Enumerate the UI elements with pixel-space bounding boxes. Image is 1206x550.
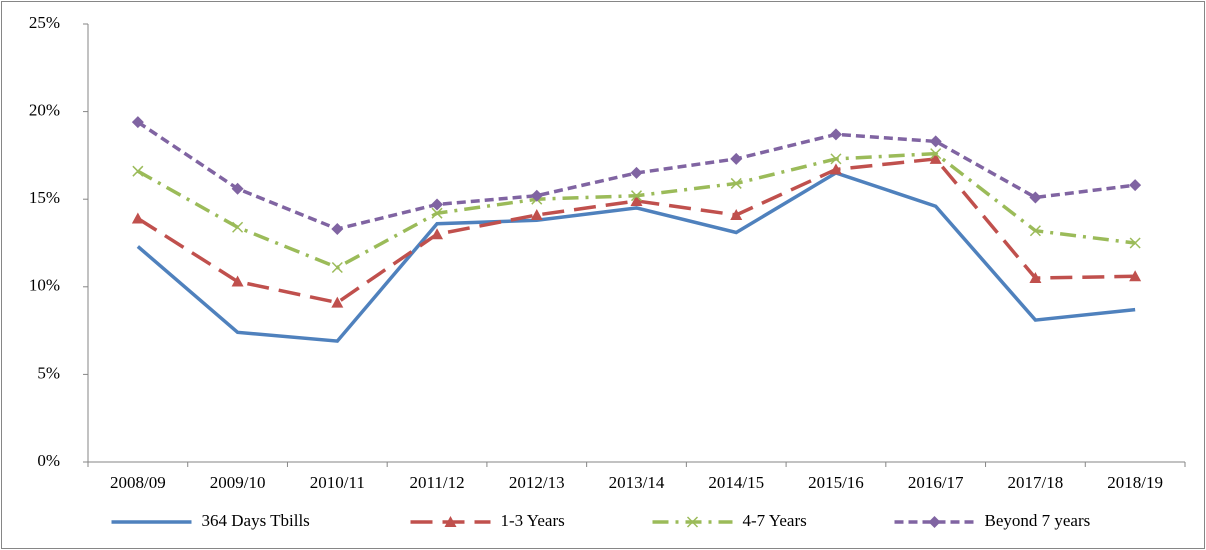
x-tick-label: 2010/11 — [310, 473, 365, 492]
marker — [630, 190, 643, 202]
marker — [829, 128, 842, 141]
marker — [630, 194, 643, 206]
x-tick-label: 2012/13 — [509, 473, 565, 492]
legend-label: 364 Days Tbills — [202, 511, 310, 530]
x-tick-label: 2013/14 — [609, 473, 665, 492]
marker — [730, 152, 743, 165]
y-tick-label: 20% — [29, 101, 60, 120]
x-tick-label: 2009/10 — [210, 473, 266, 492]
legend-marker — [686, 516, 699, 528]
marker — [929, 152, 942, 164]
x-tick-label: 2014/15 — [708, 473, 764, 492]
marker — [1029, 191, 1042, 204]
marker — [1129, 179, 1142, 192]
y-tick-label: 25% — [29, 13, 60, 32]
legend-label: 4-7 Years — [743, 511, 807, 530]
x-tick-label: 2011/12 — [409, 473, 464, 492]
marker — [530, 208, 543, 220]
marker — [730, 208, 743, 220]
marker — [1029, 272, 1042, 284]
x-tick-label: 2015/16 — [808, 473, 864, 492]
marker — [431, 228, 444, 240]
marker — [1129, 270, 1142, 282]
marker — [530, 189, 543, 202]
legend-label: Beyond 7 years — [985, 511, 1091, 530]
x-tick-label: 2017/18 — [1008, 473, 1064, 492]
series-line — [136, 157, 1136, 305]
marker — [1029, 225, 1041, 237]
marker — [630, 166, 643, 179]
x-tick-label: 2016/17 — [908, 473, 964, 492]
marker — [231, 275, 244, 287]
marker — [930, 148, 942, 160]
marker — [131, 212, 144, 224]
marker — [929, 135, 942, 148]
marker — [132, 165, 144, 177]
marker — [331, 296, 344, 308]
marker — [232, 221, 244, 233]
marker — [331, 261, 343, 274]
marker — [431, 207, 443, 219]
marker — [830, 153, 842, 165]
marker — [829, 163, 842, 175]
legend-marker — [444, 516, 457, 527]
series-line — [136, 171, 1136, 343]
marker — [431, 198, 444, 211]
marker — [730, 177, 742, 189]
y-tick-label: 0% — [37, 451, 60, 470]
x-tick-label: 2008/09 — [110, 473, 166, 492]
y-tick-label: 10% — [29, 276, 60, 295]
x-tick-label: 2018/19 — [1107, 473, 1163, 492]
legend-marker — [928, 516, 941, 528]
marker — [1129, 237, 1141, 249]
marker — [131, 116, 144, 129]
marker — [231, 182, 244, 195]
y-tick-label: 5% — [37, 363, 60, 382]
marker — [331, 222, 344, 235]
legend-label: 1-3 Years — [501, 511, 565, 530]
y-tick-label: 15% — [29, 188, 60, 207]
